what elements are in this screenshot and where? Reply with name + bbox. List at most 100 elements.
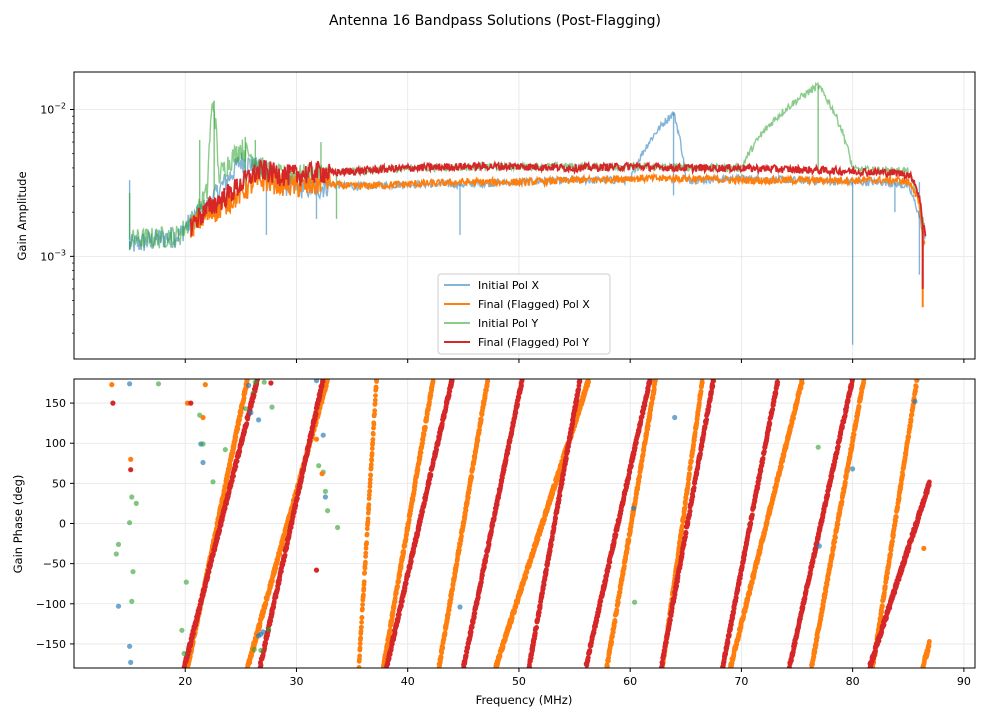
legend-label-initial-x: Initial Pol X [478, 279, 539, 292]
phase-point [292, 509, 297, 515]
phase-point [679, 523, 685, 529]
amplitude-x-ticks [184, 359, 965, 363]
phase-point [360, 606, 365, 612]
phase-point [477, 427, 482, 433]
phase-point [366, 502, 372, 508]
phase-point [469, 624, 475, 630]
phase-point [497, 653, 503, 659]
phase-point [371, 422, 377, 427]
phase-point [565, 448, 571, 454]
phase-point [372, 401, 378, 406]
phase-point [233, 434, 239, 440]
phase-point [445, 615, 451, 621]
phase-point [577, 379, 583, 381]
phase-point [882, 590, 887, 595]
phase-point [629, 517, 635, 523]
phase-point [689, 458, 694, 464]
phase-point [480, 572, 485, 578]
phase-point [485, 379, 491, 384]
phase-point [359, 619, 364, 625]
phase-point [208, 563, 214, 568]
phase-point [425, 411, 430, 417]
phase-point [475, 594, 481, 600]
phase-point [587, 648, 593, 653]
phase-point [534, 625, 539, 630]
phase-point [519, 379, 525, 383]
phase-point [469, 474, 474, 480]
phase-point [392, 599, 398, 604]
phase-point [831, 544, 837, 550]
phase-point [913, 388, 918, 394]
phase-point [269, 609, 275, 615]
phase-point [519, 586, 525, 592]
phase-point [440, 645, 446, 650]
phase-point [231, 473, 236, 479]
phase-point [734, 642, 740, 647]
phase-point [372, 397, 378, 403]
phase-point [215, 535, 221, 541]
phase-point [885, 570, 890, 576]
phase-point [605, 664, 610, 668]
phase-point [559, 481, 565, 486]
phase-point [651, 387, 657, 392]
phase-point [779, 464, 784, 469]
phase-point [609, 639, 615, 645]
phase-point [568, 434, 573, 439]
phase-point [753, 565, 759, 570]
phase-point [699, 380, 705, 385]
phase-point [879, 609, 884, 615]
phase-point [392, 595, 398, 601]
phase-point [798, 385, 804, 391]
phase-point [839, 499, 845, 504]
phase-point [408, 559, 414, 564]
phase-point [913, 384, 919, 390]
legend-box [437, 273, 611, 355]
phase-point [282, 552, 288, 558]
phase-point [908, 417, 914, 423]
phase-point [467, 487, 472, 492]
phase-point [697, 400, 702, 406]
phase-point [206, 569, 212, 575]
phase-point [639, 463, 644, 468]
phase-point [626, 537, 632, 543]
phase-point [358, 635, 363, 641]
phase-point [516, 394, 522, 400]
phase-point [399, 603, 404, 608]
phase-point [237, 449, 243, 454]
phase-point [610, 634, 615, 639]
figure-title: Antenna 16 Bandpass Solutions (Post-Flag… [329, 13, 661, 29]
phase-point [359, 624, 364, 630]
phase-point [367, 477, 373, 482]
phase-point [288, 525, 294, 530]
phase-point [566, 444, 571, 449]
phase-point [683, 495, 689, 501]
legend-label-final-x: Final (Flagged) Pol X [478, 298, 590, 311]
phase-point [390, 610, 396, 615]
phase-point [434, 447, 439, 453]
phase-point [610, 629, 616, 635]
phase-point [888, 547, 894, 553]
phase-point [372, 411, 377, 417]
phase-point [861, 379, 867, 383]
phase-point [227, 462, 233, 468]
phase-point [683, 501, 688, 507]
phase-point [648, 407, 654, 413]
phase-point [536, 610, 542, 615]
phase-point [362, 565, 368, 571]
phase-point [423, 424, 428, 430]
phase-point [186, 648, 192, 654]
phase-point [555, 504, 561, 510]
phase-point [515, 402, 520, 407]
amplitude-grid [74, 72, 975, 359]
phase-point [653, 374, 658, 379]
phase-point [617, 590, 623, 595]
phase-point [454, 561, 460, 567]
phase-point [833, 535, 838, 540]
phase-point [398, 563, 404, 569]
phase-point [553, 516, 558, 521]
phase-point [556, 497, 562, 503]
phase-point [439, 650, 445, 656]
phase-point [749, 580, 755, 585]
